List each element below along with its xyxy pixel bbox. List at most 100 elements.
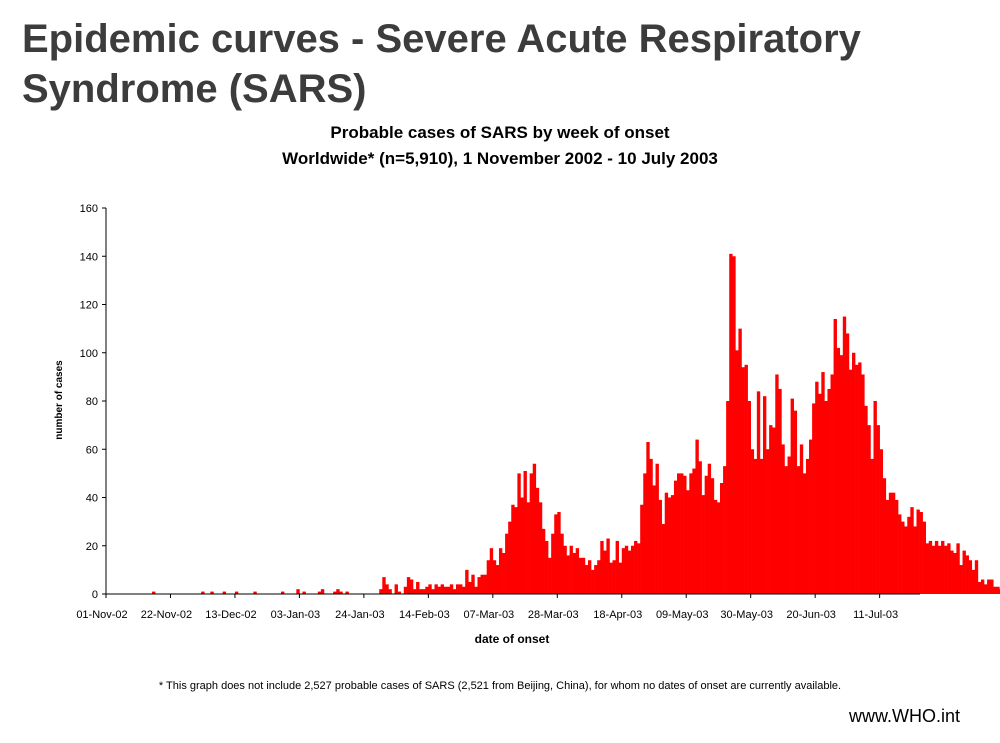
bar [649, 458, 653, 594]
bar [477, 577, 481, 594]
bar [720, 483, 724, 594]
bar [894, 499, 899, 594]
bar [618, 562, 623, 594]
bar [210, 591, 214, 594]
bar [891, 492, 896, 594]
y-tick-label: 80 [86, 396, 98, 408]
bar [833, 318, 837, 594]
bar [790, 398, 794, 594]
bar [541, 528, 546, 594]
bar [551, 533, 555, 594]
bar [634, 540, 638, 594]
bar [980, 579, 985, 594]
bar [468, 581, 472, 594]
bar [446, 586, 451, 594]
slide-title-line2: Syndrome (SARS) [22, 67, 367, 111]
slide-title: Epidemic curves - Severe Acute Respirato… [22, 14, 982, 114]
bar [956, 543, 960, 594]
bar [431, 589, 435, 594]
bar [459, 584, 463, 594]
bar [498, 548, 503, 594]
bar [861, 374, 865, 594]
y-axis-label: number of cases [54, 360, 65, 440]
bar [750, 449, 755, 594]
bar [741, 367, 745, 594]
x-tick-label: 13-Dec-02 [205, 609, 256, 621]
y-tick-label: 20 [86, 541, 98, 553]
bar [572, 552, 577, 594]
bar [465, 569, 469, 595]
bar [280, 591, 285, 594]
bar [152, 591, 156, 594]
bar [888, 492, 893, 594]
bar [560, 533, 564, 594]
bar [581, 557, 586, 594]
bar [987, 579, 991, 594]
bar [993, 586, 997, 594]
bar [680, 473, 684, 595]
bar [489, 548, 494, 594]
bar [965, 555, 969, 594]
chart-title: Probable cases of SARS by week of onset [330, 123, 670, 142]
bar [944, 545, 948, 594]
bar [870, 458, 874, 594]
bar [769, 425, 773, 595]
bar [759, 458, 764, 594]
bar [563, 545, 567, 594]
bar [385, 584, 389, 594]
bar [624, 545, 629, 594]
bar [947, 543, 951, 594]
footnote: * This graph does not include 2,527 prob… [158, 680, 842, 692]
bar [766, 449, 770, 594]
bar [455, 584, 460, 594]
bar [627, 550, 632, 594]
x-tick-label: 14-Feb-03 [399, 609, 450, 621]
bar [569, 545, 573, 594]
bar [805, 458, 810, 594]
bar [732, 256, 736, 594]
bar [483, 574, 487, 594]
bar [296, 589, 300, 594]
bar [925, 543, 930, 594]
bar [670, 495, 675, 594]
bar [996, 586, 1000, 594]
bar [422, 589, 426, 594]
bar [910, 507, 914, 594]
bar [913, 526, 917, 594]
bar [793, 410, 798, 594]
bar [520, 497, 524, 594]
bar [968, 560, 973, 594]
bar [689, 473, 693, 595]
bar [716, 502, 721, 594]
bar [532, 463, 537, 594]
bar [529, 473, 534, 595]
bar [523, 470, 527, 594]
bar [974, 560, 979, 594]
bar [600, 540, 604, 594]
bar [901, 521, 905, 595]
bar [594, 565, 598, 594]
bar [784, 466, 788, 594]
bar [821, 372, 825, 594]
bar [382, 577, 386, 594]
x-tick-label: 01-Nov-02 [76, 609, 127, 621]
bar [253, 591, 257, 594]
bar [787, 456, 791, 594]
bar [449, 584, 454, 594]
bar [652, 485, 656, 594]
bar [664, 492, 669, 594]
x-tick-label: 30-May-03 [720, 609, 773, 621]
bar [640, 504, 644, 594]
bar [677, 473, 681, 595]
bar [686, 490, 690, 594]
bar [630, 545, 635, 594]
bar [425, 586, 429, 594]
bar [661, 524, 666, 594]
bar [824, 401, 828, 594]
bar [836, 347, 841, 594]
bar [950, 550, 954, 594]
bar [495, 565, 500, 594]
bar [416, 581, 420, 594]
bar [413, 589, 417, 594]
